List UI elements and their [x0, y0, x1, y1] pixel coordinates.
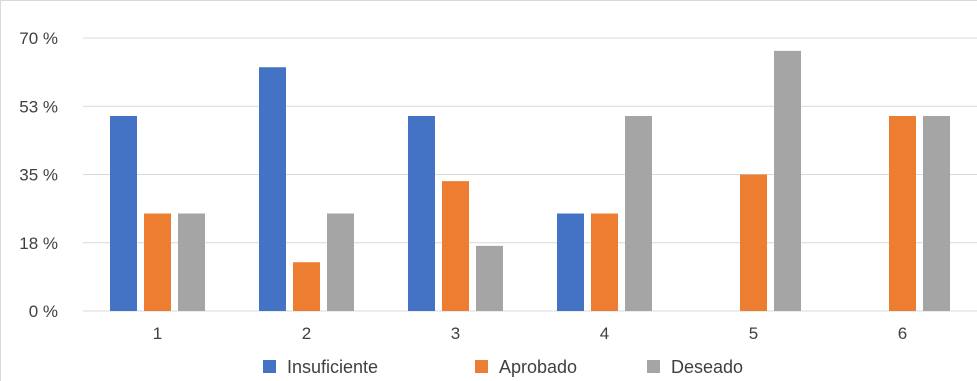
y-tick-label: 18 %: [19, 234, 58, 253]
bar-aprobado-4: [591, 213, 618, 311]
bar-insuficiente-1: [110, 116, 137, 311]
bar-aprobado-6: [889, 116, 916, 311]
y-tick-label: 0 %: [29, 302, 58, 321]
bar-deseado-6: [923, 116, 950, 311]
legend-swatch-deseado: [647, 360, 660, 373]
x-tick-label: 5: [749, 324, 758, 343]
bar-deseado-3: [476, 245, 503, 311]
bar-aprobado-1: [144, 213, 171, 311]
legend-swatch-insuficiente: [263, 360, 276, 373]
bar-deseado-4: [625, 116, 652, 311]
y-axis-tick-labels: 0 % 18 % 35 % 53 % 70 %: [19, 29, 58, 321]
legend-label-deseado: Deseado: [671, 357, 743, 377]
x-tick-label: 4: [600, 324, 609, 343]
bar-insuficiente-3: [408, 116, 435, 311]
bar-aprobado-2: [293, 262, 320, 311]
legend-swatch-aprobado: [475, 360, 488, 373]
bar-aprobado-3: [442, 181, 469, 311]
y-tick-label: 53 %: [19, 97, 58, 116]
x-axis-tick-labels: 1 2 3 4 5 6: [153, 324, 907, 343]
bar-insuficiente-4: [557, 213, 584, 311]
bars: [110, 50, 950, 312]
x-tick-label: 1: [153, 324, 162, 343]
legend-label-aprobado: Aprobado: [499, 357, 577, 377]
gridlines: [83, 37, 977, 312]
x-tick-label: 2: [302, 324, 311, 343]
bar-insuficiente-2: [259, 67, 286, 311]
x-tick-label: 3: [451, 324, 460, 343]
y-tick-label: 35 %: [19, 166, 58, 185]
bar-deseado-5: [774, 50, 801, 312]
x-tick-label: 6: [898, 324, 907, 343]
legend: Insuficiente Aprobado Deseado: [263, 357, 743, 377]
y-tick-label: 70 %: [19, 29, 58, 48]
bar-aprobado-5: [740, 174, 767, 311]
bar-deseado-2: [327, 213, 354, 311]
bar-deseado-1: [178, 213, 205, 311]
legend-label-insuficiente: Insuficiente: [287, 357, 378, 377]
